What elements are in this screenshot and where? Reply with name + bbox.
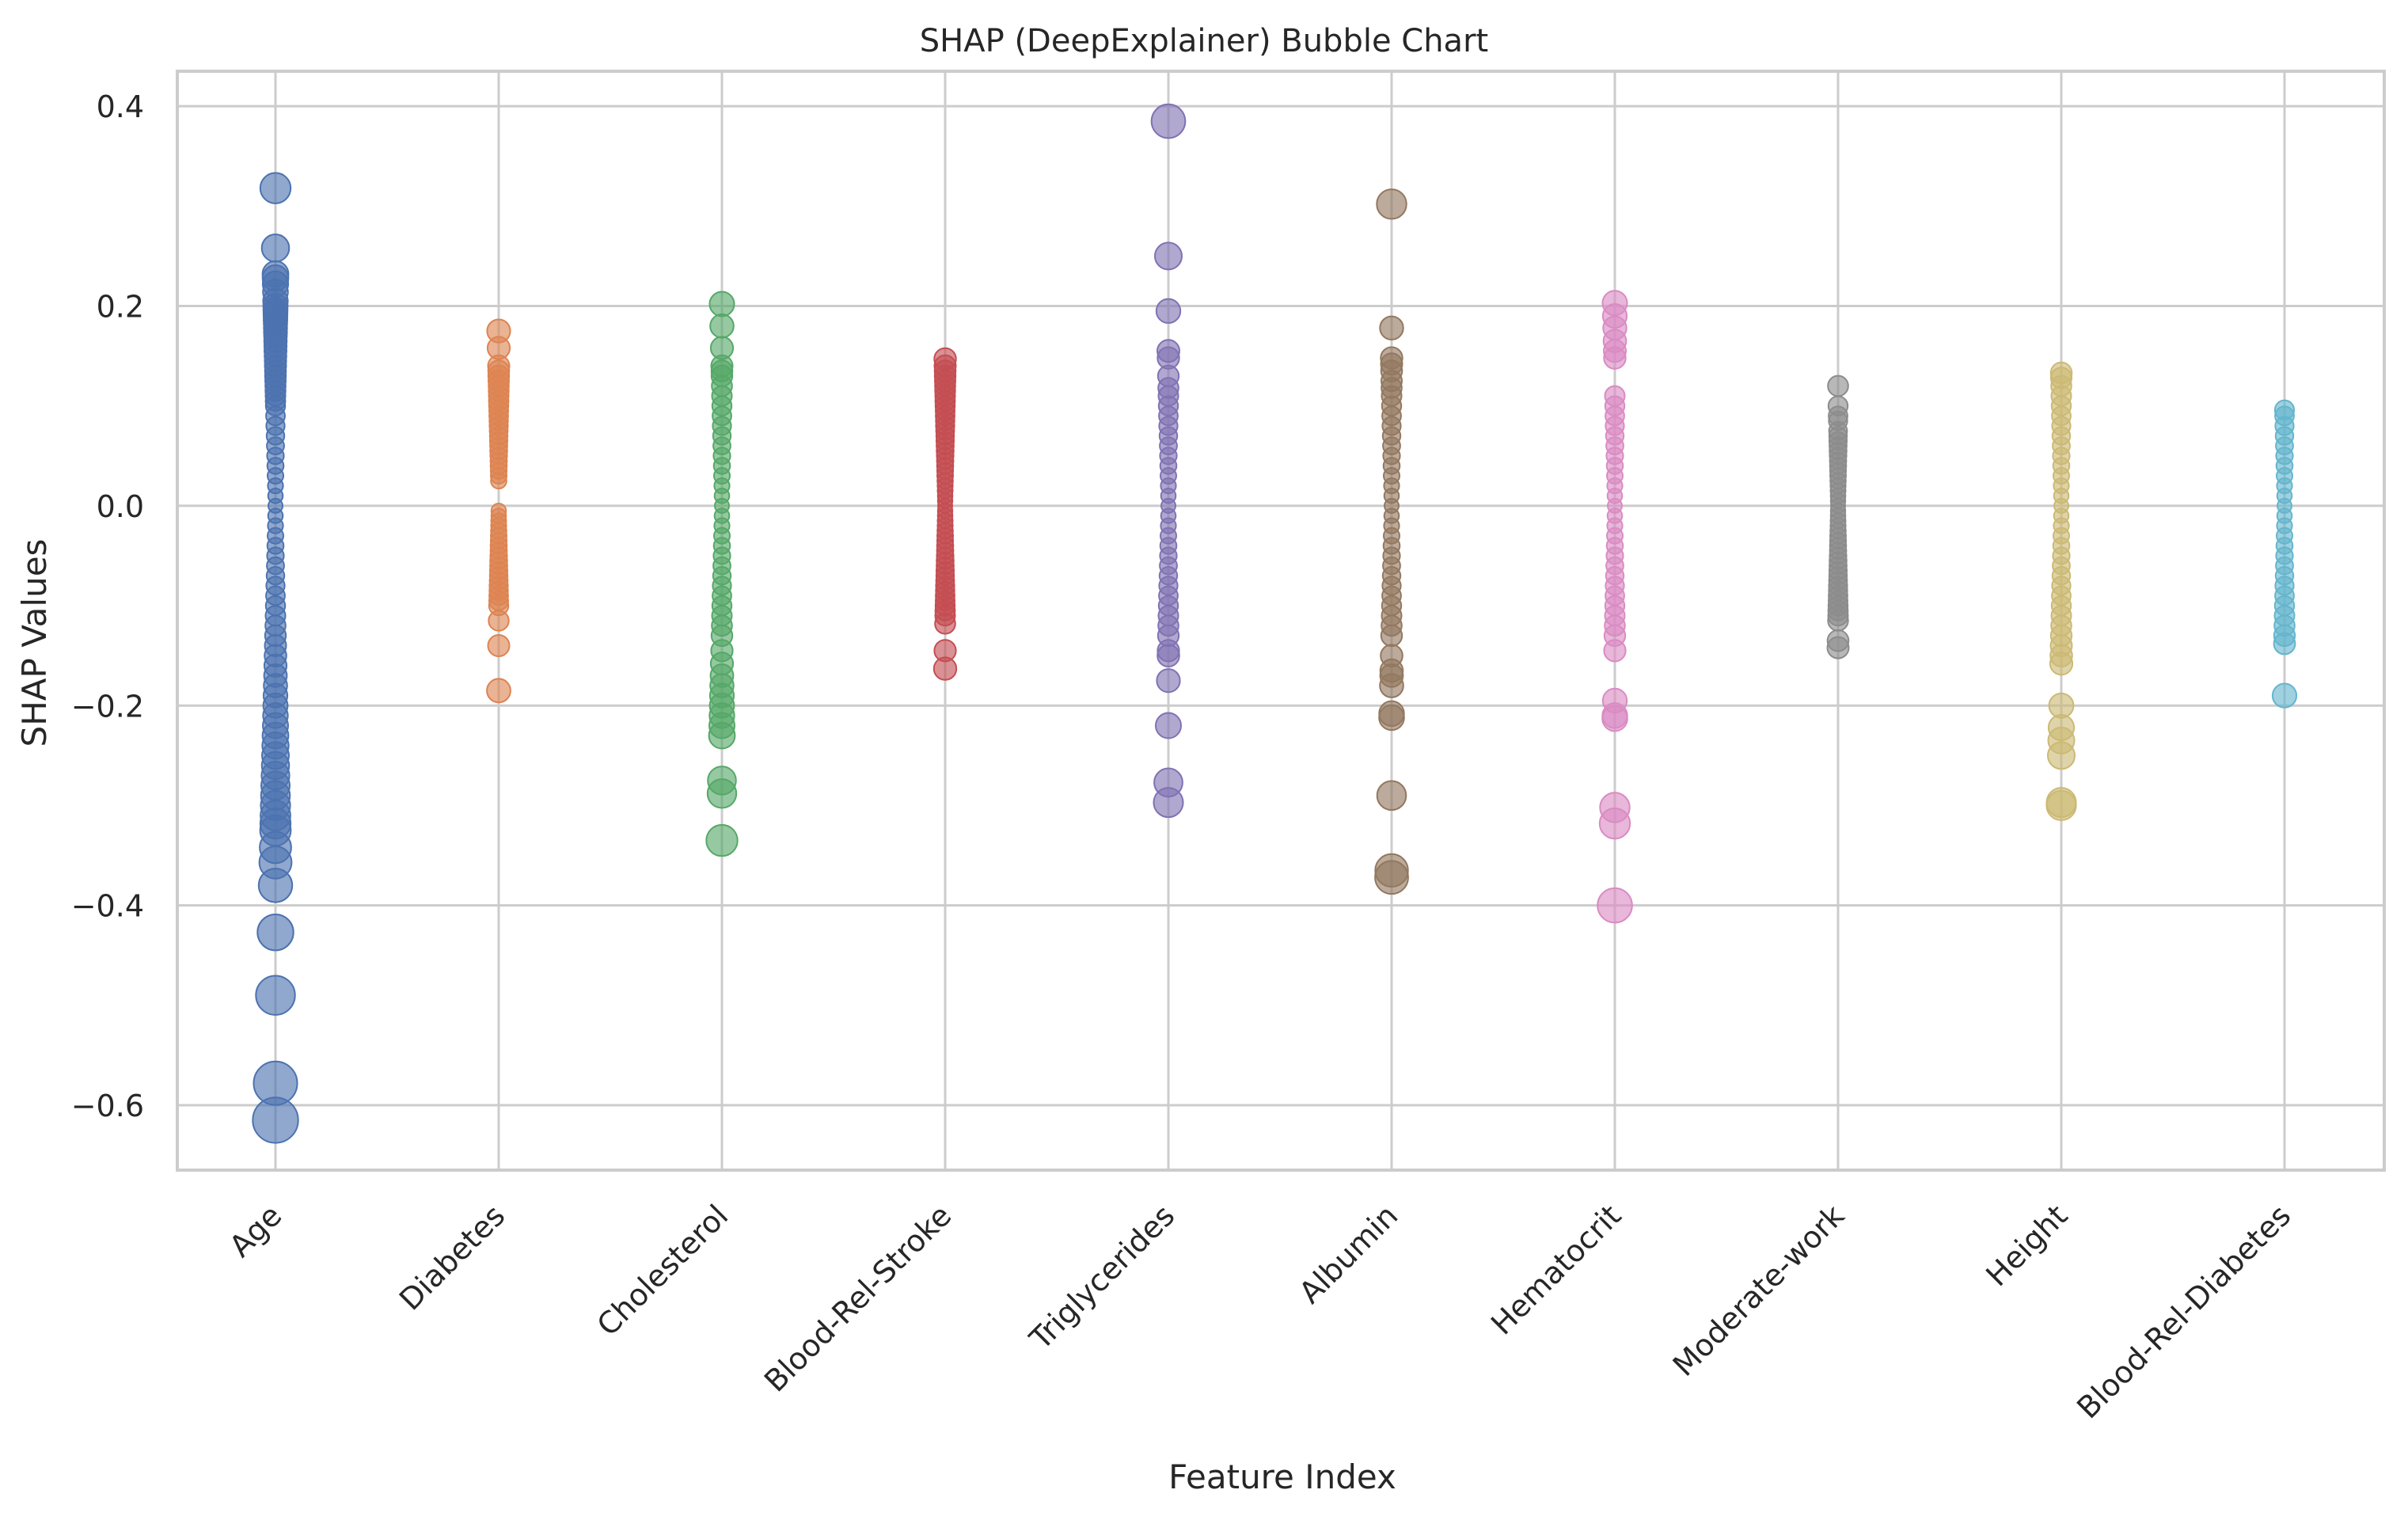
- data-point: [1156, 668, 1181, 694]
- x-tick-label: Blood-Rel-Stroke: [758, 1198, 958, 1398]
- data-point: [2273, 632, 2296, 656]
- x-tick-label: Moderate-work: [1666, 1198, 1852, 1383]
- series-blood-rel-stroke: [932, 347, 958, 681]
- data-point: [1153, 787, 1184, 819]
- data-point: [1601, 705, 1628, 732]
- series-age: [252, 172, 299, 1144]
- data-point: [2047, 741, 2076, 770]
- data-point: [1157, 644, 1180, 667]
- plot-frame: [176, 70, 2386, 1172]
- x-tick-labels: Age Diabetes Cholesterol Blood-Rel-Stroke Tr…: [222, 1198, 2297, 1425]
- series-blood-rel-diabetes: [2271, 399, 2298, 709]
- chart-title: SHAP (DeepExplainer) Bubble Chart: [920, 23, 1488, 59]
- data-point: [486, 678, 511, 704]
- y-tick-label: 0.2: [97, 290, 144, 325]
- data-point: [932, 656, 958, 681]
- data-point: [490, 472, 507, 490]
- data-point: [1827, 374, 1849, 397]
- data-point: [259, 172, 292, 204]
- data-point: [1826, 636, 1850, 659]
- data-point: [708, 291, 735, 317]
- x-tick-label: Blood-Rel-Diabetes: [2070, 1198, 2297, 1425]
- data-point: [705, 823, 739, 857]
- data-point: [1603, 639, 1627, 663]
- data-point: [934, 612, 956, 635]
- y-tick-label: −0.4: [71, 889, 144, 924]
- y-tick-labels: −0.6 −0.4 −0.2 0.0 0.2 0.4: [71, 89, 144, 1123]
- series-hematocrit: [1597, 290, 1633, 924]
- data-point: [709, 313, 735, 339]
- data-point: [1155, 712, 1182, 739]
- data-point: [252, 1096, 299, 1144]
- series-cholesterol: [705, 291, 739, 857]
- data-point: [260, 234, 291, 263]
- y-tick-label: 0.0: [97, 489, 144, 524]
- data-point: [1155, 298, 1182, 325]
- data-point: [487, 634, 511, 658]
- data-point: [1597, 887, 1633, 924]
- data-point: [256, 913, 294, 952]
- data-point: [1379, 315, 1404, 340]
- data-point: [1379, 673, 1404, 698]
- x-tick-label: Cholesterol: [591, 1198, 735, 1343]
- points-layer: [252, 103, 2298, 1144]
- y-tick-label: −0.2: [71, 689, 144, 724]
- data-point: [1378, 704, 1405, 732]
- data-point: [257, 868, 294, 903]
- x-tick-label: Hematocrit: [1484, 1198, 1627, 1341]
- data-point: [1154, 241, 1183, 271]
- data-point: [1374, 860, 1409, 895]
- data-point: [1827, 610, 1849, 632]
- x-tick-label: Age: [222, 1198, 288, 1264]
- data-point: [1376, 780, 1407, 811]
- x-tick-label: Triglycerides: [1023, 1198, 1182, 1357]
- data-point: [708, 721, 736, 750]
- y-tick-label: −0.6: [71, 1089, 144, 1123]
- series-diabetes: [486, 318, 511, 704]
- data-point: [1376, 188, 1407, 220]
- data-point: [1598, 807, 1631, 840]
- x-tick-label: Albumin: [1293, 1198, 1405, 1310]
- data-point: [2049, 652, 2074, 676]
- series-height: [2045, 361, 2077, 822]
- x-tick-label: Diabetes: [393, 1198, 511, 1317]
- x-tick-label: Height: [1979, 1198, 2074, 1293]
- x-axis-label: Feature Index: [1168, 1457, 1396, 1496]
- data-point: [706, 778, 738, 809]
- series-albumin: [1374, 188, 1409, 895]
- series-triglycerides: [1150, 103, 1187, 819]
- data-point: [1150, 103, 1187, 139]
- data-point: [2045, 789, 2077, 822]
- y-tick-label: 0.4: [97, 89, 144, 124]
- data-point: [255, 975, 296, 1016]
- data-point: [1380, 624, 1403, 648]
- series-moderate-work: [1826, 374, 1850, 659]
- data-point: [2271, 682, 2298, 709]
- data-point: [1603, 346, 1627, 370]
- y-axis-label: SHAP Values: [15, 539, 54, 747]
- data-point: [488, 610, 510, 632]
